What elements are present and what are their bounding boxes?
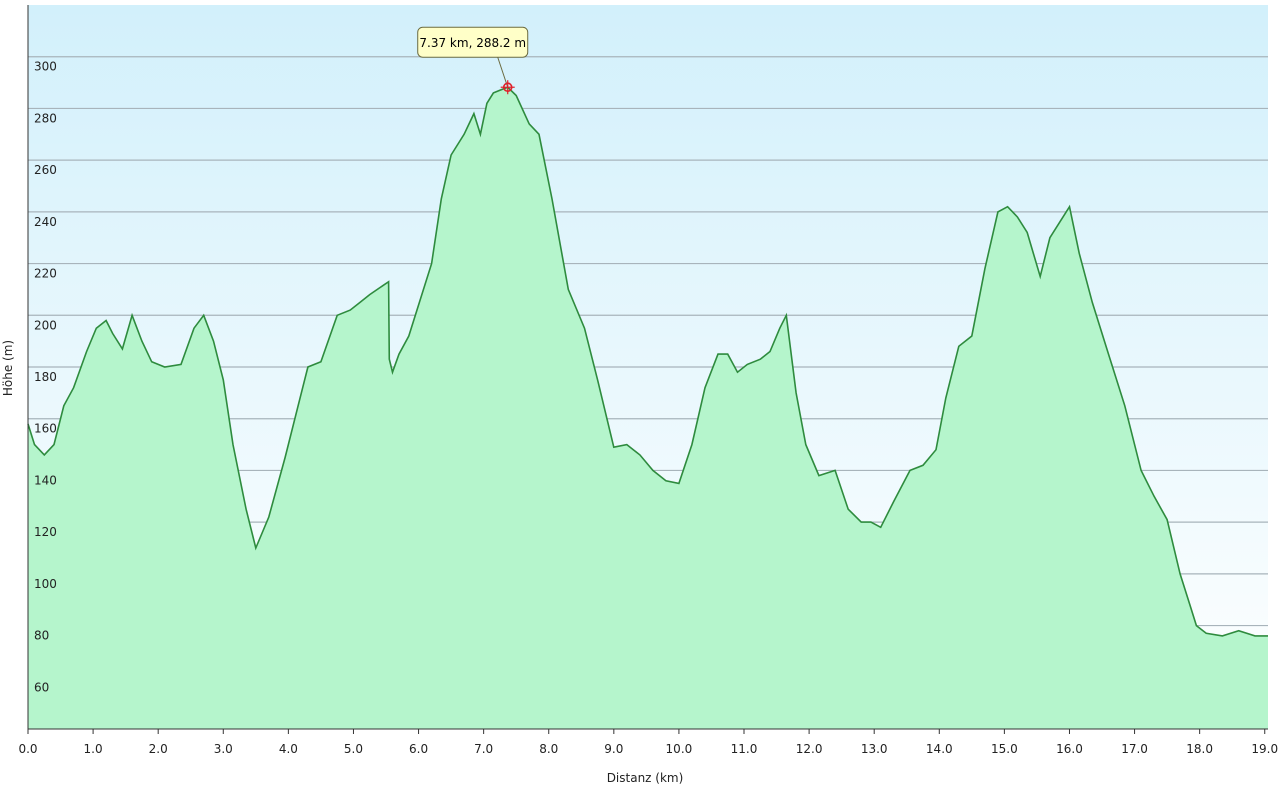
x-tick-label: 9.0 (604, 742, 623, 756)
y-tick-label: 140 (34, 473, 57, 487)
y-tick-label: 300 (34, 60, 57, 74)
x-tick-label: 0.0 (18, 742, 37, 756)
y-tick-label: 160 (34, 422, 57, 436)
x-tick-label: 3.0 (214, 742, 233, 756)
y-tick-label: 180 (34, 370, 57, 384)
x-tick-label: 8.0 (539, 742, 558, 756)
elevation-area (28, 87, 1268, 729)
x-axis-label: Distanz (km) (607, 771, 684, 785)
x-tick-label: 16.0 (1056, 742, 1083, 756)
x-tick-label: 11.0 (731, 742, 758, 756)
peak-annotation: 7.37 km, 288.2 m (417, 26, 529, 95)
y-tick-label: 220 (34, 267, 57, 281)
x-tick-label: 15.0 (991, 742, 1018, 756)
x-tick-label: 5.0 (344, 742, 363, 756)
x-tick-label: 12.0 (796, 742, 823, 756)
x-tick-label: 6.0 (409, 742, 428, 756)
x-tick-label: 1.0 (84, 742, 103, 756)
tooltip-pointer (497, 57, 509, 88)
y-tick-label: 80 (34, 629, 49, 643)
y-tick-label: 240 (34, 215, 57, 229)
x-tick-label: 10.0 (666, 742, 693, 756)
x-tick-labels: 0.0 1.0 2.0 3.0 4.0 5.0 6.0 7.0 8.0 9.0 10.0 11.0 12… (18, 729, 1278, 756)
x-tick-label: 18.0 (1186, 742, 1213, 756)
tooltip-box (417, 26, 529, 58)
y-tick-label: 260 (34, 163, 57, 177)
elevation-line (27, 86, 1268, 637)
y-tick-label: 60 (34, 680, 49, 694)
tooltip-text: 7.37 km, 288.2 m (419, 36, 526, 50)
y-tick-labels: 60 80 100 120 140 160 180 200 220 240 260 280 300 (34, 60, 57, 695)
x-tick-label: 19.0 (1251, 742, 1278, 756)
y-axis-label: Höhe (m) (1, 340, 15, 396)
x-tick-label: 17.0 (1121, 742, 1148, 756)
x-tick-label: 7.0 (474, 742, 493, 756)
x-tick-label: 4.0 (279, 742, 298, 756)
y-tick-label: 200 (34, 318, 57, 332)
x-tick-label: 14.0 (926, 742, 953, 756)
y-tick-label: 100 (34, 577, 57, 591)
y-tick-label: 280 (34, 111, 57, 125)
x-tick-label: 13.0 (861, 742, 888, 756)
x-tick-label: 2.0 (149, 742, 168, 756)
y-tick-label: 120 (34, 525, 57, 539)
